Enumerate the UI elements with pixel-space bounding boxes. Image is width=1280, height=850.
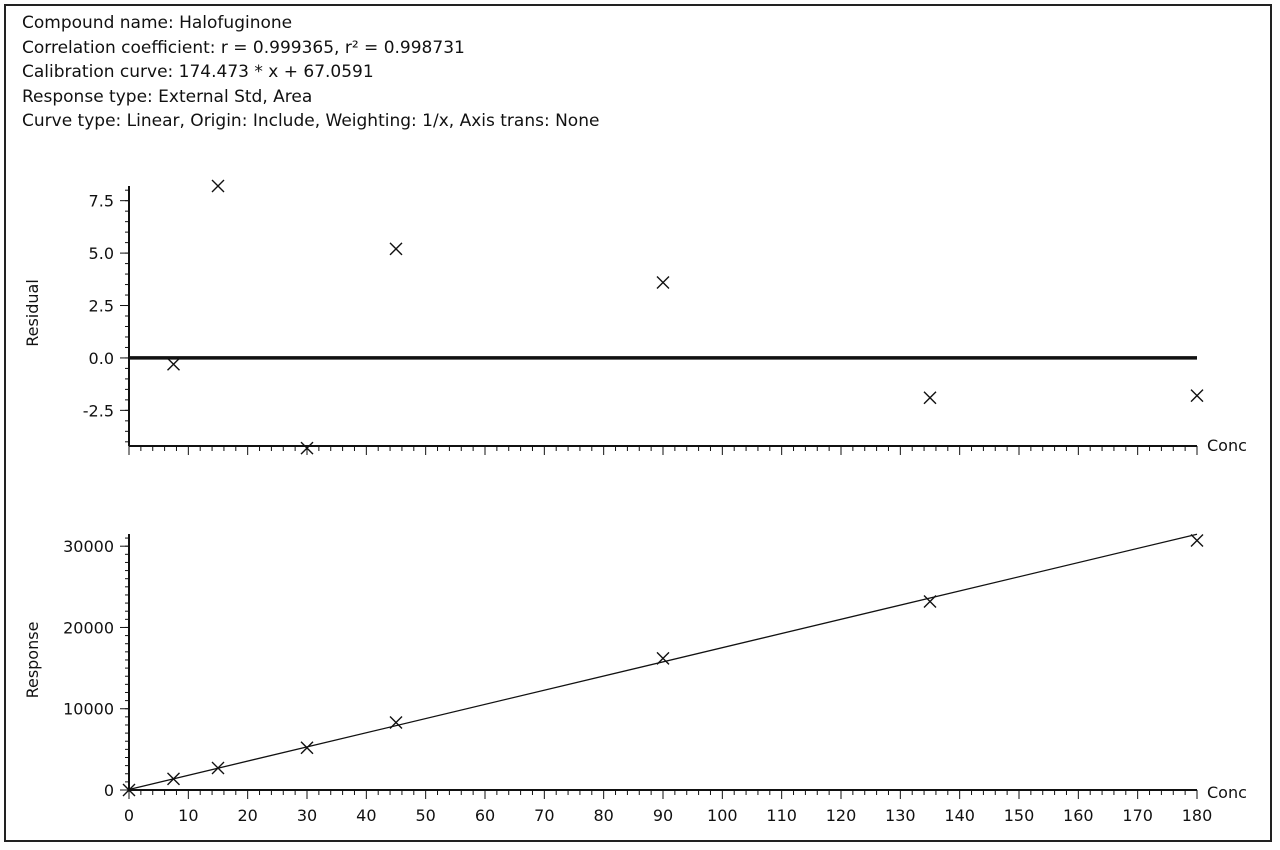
response-y-tick-label: 0 — [104, 781, 114, 800]
residual-point — [211, 179, 225, 193]
calibration-fit-line — [128, 533, 1198, 791]
response-type: Response type: External Std, Area — [22, 86, 313, 107]
response-x-tick-label: 180 — [1182, 806, 1213, 825]
residual-y-tick-label: 7.5 — [89, 192, 114, 211]
response-point — [211, 761, 225, 775]
response-x-tick-label: 10 — [178, 806, 198, 825]
residual-point — [656, 275, 670, 289]
correlation-coefficient: Correlation coefficient: r = 0.999365, r… — [22, 37, 465, 58]
response-y-tick-label: 10000 — [63, 700, 114, 719]
response-point — [1190, 534, 1204, 547]
response-point — [167, 772, 180, 786]
residual-point — [923, 391, 937, 405]
residual-y-tick-label: 0.0 — [89, 349, 114, 368]
response-x-tick-label: 100 — [707, 806, 738, 825]
response-x-tick-label: 50 — [415, 806, 435, 825]
response-x-tick-label: 90 — [653, 806, 673, 825]
response-x-tick-label: 120 — [826, 806, 857, 825]
response-x-tick-label: 130 — [885, 806, 916, 825]
response-point — [300, 741, 314, 755]
residual-y-tick-label: -2.5 — [83, 401, 114, 420]
info-block: Compound name: Halofuginone Correlation … — [22, 11, 599, 134]
response-x-tick-label: 80 — [593, 806, 613, 825]
response-ylabel: Response — [23, 622, 42, 699]
response-x-tick-label: 60 — [475, 806, 495, 825]
calibration-curve: Calibration curve: 174.473 * x + 67.0591 — [22, 62, 374, 82]
curve-type: Curve type: Linear, Origin: Include, Wei… — [22, 111, 600, 131]
residual-point — [300, 441, 314, 455]
response-xlabel: Conc — [1207, 783, 1247, 802]
residual-plot: Residual Conc 7.5 5.0 2.5 0.0 -2.5 — [23, 179, 1247, 455]
residual-y-tick-label: 2.5 — [89, 297, 114, 316]
chart-frame — [4, 4, 1272, 842]
response-x-tick-label: 30 — [297, 806, 317, 825]
response-y-tick-label: 20000 — [63, 618, 114, 637]
residual-xlabel: Conc — [1207, 436, 1247, 455]
response-x-tick-label: 140 — [944, 806, 975, 825]
residual-y-tick-label: 5.0 — [89, 244, 114, 263]
response-x-tick-label: 70 — [534, 806, 554, 825]
response-x-tick-label: 0 — [124, 806, 134, 825]
response-point — [122, 783, 136, 797]
response-x-tick-label: 160 — [1063, 806, 1094, 825]
response-x-tick-label: 40 — [356, 806, 376, 825]
compound-name: Compound name: Halofuginone — [22, 13, 293, 33]
residual-point — [389, 242, 403, 256]
residual-point — [1190, 389, 1204, 403]
residual-point — [167, 357, 180, 371]
response-x-tick-label: 20 — [237, 806, 257, 825]
response-x-tick-label: 150 — [1004, 806, 1035, 825]
residual-ylabel: Residual — [23, 279, 42, 347]
response-x-tick-label: 170 — [1122, 806, 1153, 825]
response-point — [656, 651, 670, 665]
response-plot: Response Conc 30000 20000 10000 00 10 20 30 40 5… — [23, 533, 1247, 825]
response-x-tick-label: 110 — [766, 806, 797, 825]
response-y-tick-label: 30000 — [63, 537, 114, 556]
response-point — [389, 716, 403, 730]
response-point — [923, 594, 937, 608]
